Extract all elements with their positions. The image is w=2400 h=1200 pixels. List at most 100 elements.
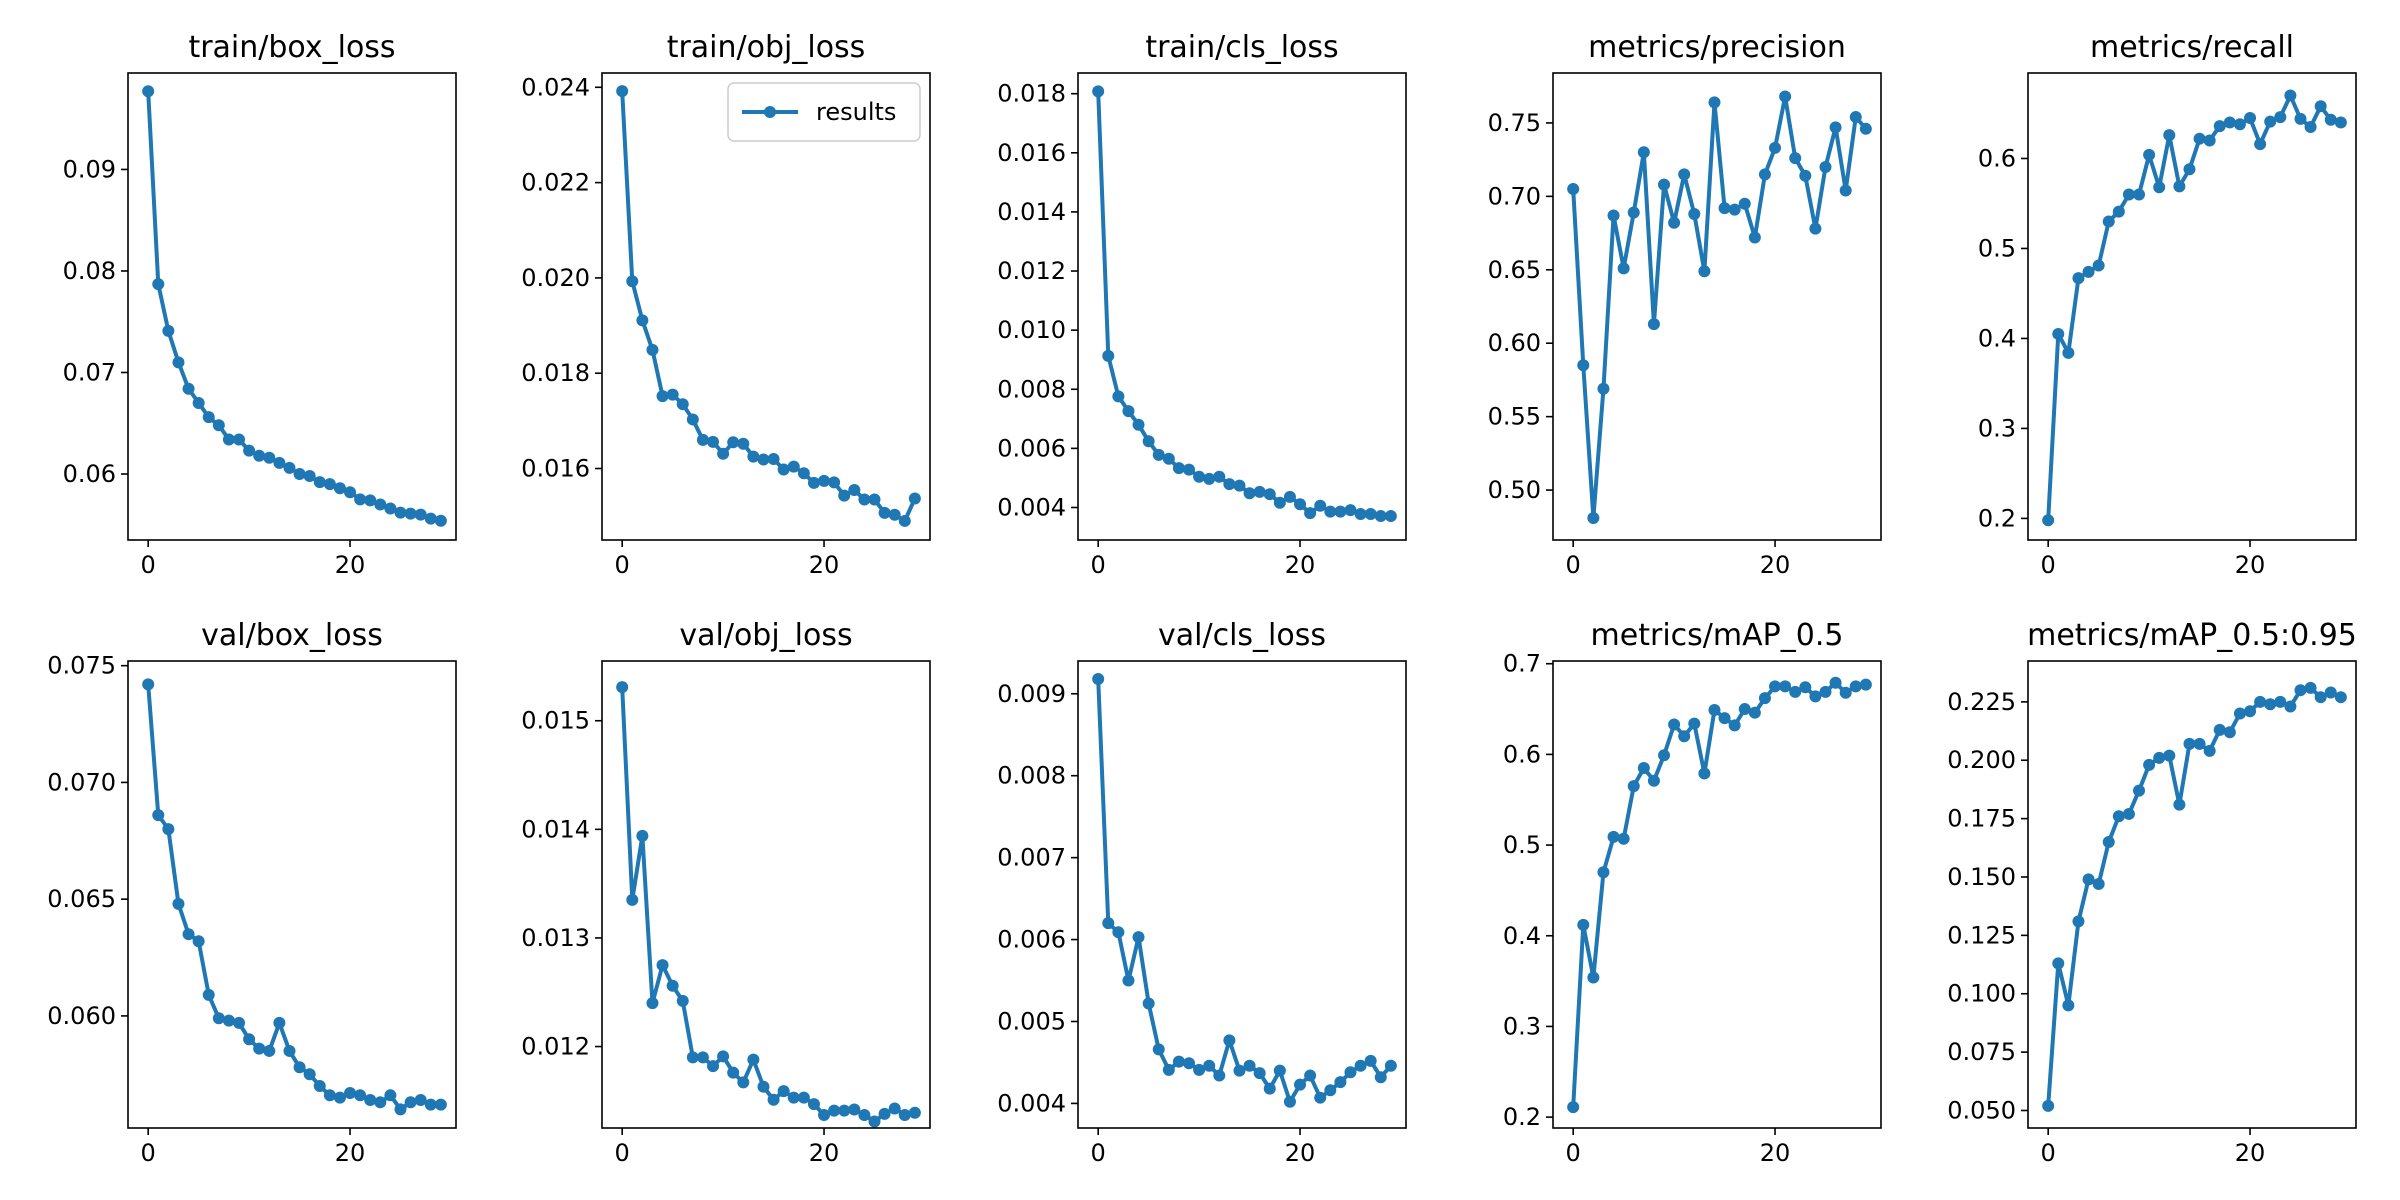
y-tick-label: 0.004 <box>997 493 1066 521</box>
data-point <box>354 1089 367 1102</box>
data-point <box>2122 188 2135 201</box>
data-point <box>1243 1059 1256 1072</box>
y-tick-label: 0.014 <box>997 198 1066 226</box>
data-point <box>1607 209 1620 222</box>
x-tick-label: 0 <box>615 1139 630 1167</box>
data-point <box>424 512 437 525</box>
panel-val-box-loss: val/box_loss 0 20 0.060 0.065 0.070 0.075 <box>47 618 457 1167</box>
data-point <box>1789 685 1802 698</box>
data-point <box>2153 181 2166 194</box>
data-point <box>1304 507 1317 520</box>
data-point <box>404 1096 417 1109</box>
series-line-results <box>1096 678 1393 1104</box>
data-point <box>1789 152 1802 165</box>
y-tick-label: 0.125 <box>1947 921 2016 949</box>
data-point <box>908 492 921 505</box>
data-point <box>1283 1095 1296 1108</box>
data-point <box>354 493 367 506</box>
data-point <box>1708 96 1721 109</box>
data-point <box>838 489 851 502</box>
data-point <box>2052 957 2065 970</box>
data-point <box>858 1108 871 1121</box>
data-point <box>1779 90 1792 103</box>
series-line-results <box>620 686 916 1124</box>
data-point <box>2082 265 2095 278</box>
data-point <box>1172 462 1185 475</box>
data-point <box>2254 695 2267 708</box>
data-point <box>898 514 911 527</box>
y-tick-label: 0.7 <box>1503 650 1541 678</box>
data-point <box>1102 917 1115 930</box>
data-point <box>222 1014 235 1027</box>
y-tick-label: 0.3 <box>1503 1012 1541 1040</box>
data-point <box>2193 737 2206 750</box>
data-point <box>1748 231 1761 244</box>
data-point <box>676 398 689 411</box>
x-tick-label: 0 <box>1566 551 1581 579</box>
data-point <box>1112 926 1125 939</box>
data-point <box>1617 832 1630 845</box>
y-tick-label: 0.4 <box>1503 922 1541 950</box>
y-tick-label: 0.050 <box>1947 1096 2016 1124</box>
data-point <box>2173 180 2186 193</box>
data-point <box>1849 111 1862 124</box>
data-point <box>394 1103 407 1116</box>
data-point <box>1627 206 1640 219</box>
y-tick-label: 0.2 <box>1503 1103 1541 1131</box>
data-point <box>777 463 790 476</box>
data-point <box>1273 1064 1286 1077</box>
data-point <box>1233 1064 1246 1077</box>
data-point <box>2203 134 2216 147</box>
data-point <box>707 435 720 448</box>
data-point <box>727 1066 740 1079</box>
x-tick-label: 0 <box>1091 1139 1106 1167</box>
x-tick-label: 20 <box>1285 1139 1316 1167</box>
data-point <box>908 1106 921 1119</box>
data-point <box>1172 1055 1185 1068</box>
data-point <box>1092 85 1105 98</box>
axes-frame <box>127 660 457 1129</box>
data-point <box>1183 1057 1196 1070</box>
data-point <box>1122 405 1135 418</box>
data-point <box>1354 507 1367 520</box>
data-point <box>212 419 225 432</box>
data-point <box>828 476 841 489</box>
data-point <box>1193 1063 1206 1076</box>
data-point <box>2133 188 2146 201</box>
data-point <box>2233 118 2246 131</box>
panel-train-box-loss: train/box_loss 0 20 0.06 0.07 0.08 0.09 <box>63 30 457 579</box>
data-point <box>807 476 820 489</box>
data-point <box>1678 730 1691 743</box>
data-point <box>2314 100 2327 113</box>
data-point <box>364 1093 377 1106</box>
data-point <box>1627 780 1640 793</box>
data-point <box>2042 1099 2055 1112</box>
data-point <box>1738 197 1751 210</box>
data-point <box>293 468 306 481</box>
data-point <box>2082 873 2095 886</box>
data-point <box>192 935 205 948</box>
data-point <box>2274 695 2287 708</box>
y-tick-label: 0.013 <box>521 924 590 952</box>
data-point <box>1819 685 1832 698</box>
data-point <box>1688 717 1701 730</box>
panel-title: val/cls_loss <box>1158 618 1326 653</box>
data-point <box>1658 178 1671 191</box>
data-point <box>1152 448 1165 461</box>
data-point <box>1344 1066 1357 1079</box>
data-point <box>1617 262 1630 275</box>
y-tick-label: 0.018 <box>997 80 1066 108</box>
data-point <box>1193 470 1206 483</box>
data-point <box>202 988 215 1001</box>
data-point <box>2324 686 2337 699</box>
data-point <box>1668 718 1681 731</box>
data-point <box>1597 382 1610 395</box>
axes-frame <box>127 72 457 541</box>
data-point <box>404 507 417 520</box>
data-point <box>868 493 881 506</box>
data-point <box>434 1098 447 1111</box>
data-point <box>212 1012 225 1025</box>
data-point <box>616 681 629 694</box>
data-point <box>323 1089 336 1102</box>
data-point <box>636 829 649 842</box>
